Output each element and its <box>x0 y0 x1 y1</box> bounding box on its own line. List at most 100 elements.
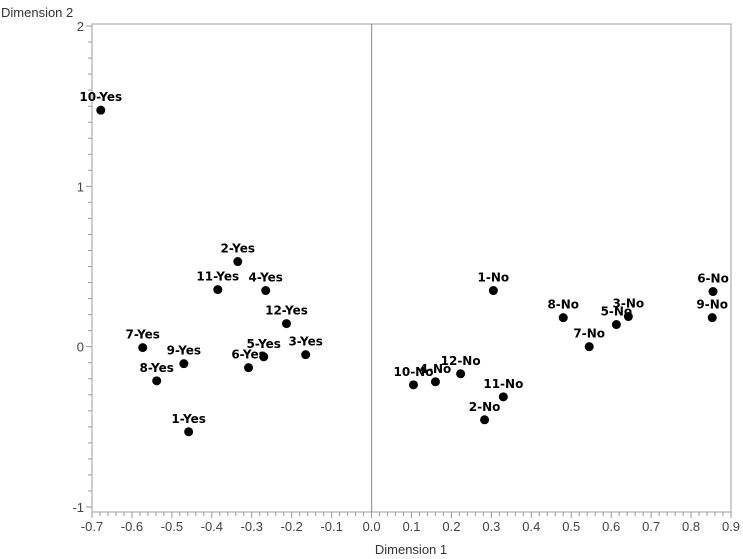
point-label: 12-No <box>441 354 481 368</box>
point-label: 7-No <box>573 327 605 341</box>
data-point: 4-No <box>420 362 452 387</box>
x-tick-label: 0.6 <box>602 519 620 534</box>
point-marker-icon <box>480 415 490 425</box>
data-point: 3-No <box>613 297 645 322</box>
data-point: 2-Yes <box>221 242 255 267</box>
point-label: 10-Yes <box>79 90 122 104</box>
x-tick-label: 0.3 <box>482 519 500 534</box>
data-point: 12-No <box>441 354 481 379</box>
data-point: 2-No <box>469 400 501 425</box>
point-marker-icon <box>301 350 311 360</box>
x-axis-title: Dimension 1 <box>375 542 447 557</box>
data-point: 6-No <box>697 272 729 297</box>
point-marker-icon <box>584 342 594 352</box>
point-marker-icon <box>233 257 243 267</box>
point-marker-icon <box>707 313 717 323</box>
data-point: 9-No <box>696 298 728 323</box>
point-marker-icon <box>152 376 162 386</box>
point-label: 7-Yes <box>126 328 160 342</box>
point-marker-icon <box>430 377 440 387</box>
plot-border <box>91 23 732 513</box>
y-tick-label: 1 <box>77 179 84 194</box>
x-tick-label: 0.9 <box>722 519 740 534</box>
point-label: 8-No <box>547 298 579 312</box>
x-tick-label: -0.5 <box>161 519 183 534</box>
point-label: 11-Yes <box>196 270 239 284</box>
data-point: 1-Yes <box>171 412 206 437</box>
x-tick-label: -0.4 <box>201 519 223 534</box>
point-marker-icon <box>708 287 718 297</box>
data-point: 7-Yes <box>126 328 160 353</box>
point-label: 12-Yes <box>265 304 308 318</box>
data-point: 11-Yes <box>196 270 239 295</box>
point-label: 1-Yes <box>171 412 205 426</box>
point-marker-icon <box>623 312 633 322</box>
x-tick-label: -0.2 <box>280 519 302 534</box>
x-tick-label: 0.4 <box>522 519 540 534</box>
point-marker-icon <box>96 105 106 115</box>
x-tick-label: 0.0 <box>363 519 381 534</box>
data-point: 3-Yes <box>288 335 323 360</box>
data-point: 9-Yes <box>167 344 201 369</box>
point-marker-icon <box>179 359 189 369</box>
x-tick-label: 0.1 <box>402 519 420 534</box>
data-point: 1-No <box>478 271 510 296</box>
point-marker-icon <box>213 285 223 295</box>
x-tick-label: 0.7 <box>642 519 660 534</box>
point-label: 5-Yes <box>247 337 281 351</box>
point-label: 2-Yes <box>221 242 255 256</box>
point-marker-icon <box>261 286 271 296</box>
point-marker-icon <box>244 363 254 373</box>
point-marker-icon <box>498 392 508 402</box>
y-tick-label: 2 <box>77 19 84 34</box>
point-label: 1-No <box>478 271 510 285</box>
data-point: 6-Yes <box>231 348 266 373</box>
point-label: 6-No <box>697 272 729 286</box>
data-point: 4-Yes <box>249 271 283 296</box>
point-label: 8-Yes <box>139 361 173 375</box>
data-point: 8-Yes <box>139 361 174 386</box>
point-marker-icon <box>488 286 498 296</box>
point-marker-icon <box>611 320 621 330</box>
data-point: 10-No <box>394 365 434 390</box>
x-tick-label: -0.7 <box>81 519 103 534</box>
x-tick-label: 0.8 <box>682 519 700 534</box>
x-tick-label: 0.5 <box>562 519 580 534</box>
point-marker-icon <box>558 313 568 323</box>
x-tick-label: -0.6 <box>121 519 143 534</box>
point-marker-icon <box>138 343 148 353</box>
point-marker-icon <box>184 427 194 437</box>
y-tick-label: 0 <box>77 340 84 355</box>
point-marker-icon <box>408 380 418 390</box>
point-label: 10-No <box>394 365 434 379</box>
x-axis: -0.7 -0.6 -0.5 -0.4 -0.3 -0.2 -0.1 0.0 0.1 0.2 0.3… <box>81 512 740 534</box>
point-label: 9-No <box>696 298 728 312</box>
data-point: 5-Yes <box>247 337 281 362</box>
point-label: 9-Yes <box>167 344 201 358</box>
y-axis: -1 0 1 2 <box>72 19 92 515</box>
x-tick-label: -0.3 <box>241 519 263 534</box>
x-tick-label: -0.1 <box>320 519 342 534</box>
point-label: 5-No <box>601 305 633 319</box>
data-point: 11-No <box>483 377 523 402</box>
point-label: 2-No <box>469 400 501 414</box>
point-label: 4-Yes <box>249 271 283 285</box>
x-tick-label: 0.2 <box>442 519 460 534</box>
point-label: 3-Yes <box>288 335 322 349</box>
data-point: 12-Yes <box>265 304 308 329</box>
point-marker-icon <box>259 352 269 362</box>
plot-frame <box>91 23 732 513</box>
point-label: 6-Yes <box>231 348 265 362</box>
data-point: 8-No <box>547 298 579 323</box>
point-label: 4-No <box>420 362 452 376</box>
point-label: 3-No <box>613 297 645 311</box>
data-point: 5-No <box>601 305 633 330</box>
point-marker-icon <box>281 319 291 329</box>
y-tick-label: -1 <box>72 500 84 515</box>
point-marker-icon <box>456 369 466 379</box>
data-point: 10-Yes <box>79 90 122 115</box>
data-point: 7-No <box>573 327 605 352</box>
point-label: 11-No <box>483 377 523 391</box>
